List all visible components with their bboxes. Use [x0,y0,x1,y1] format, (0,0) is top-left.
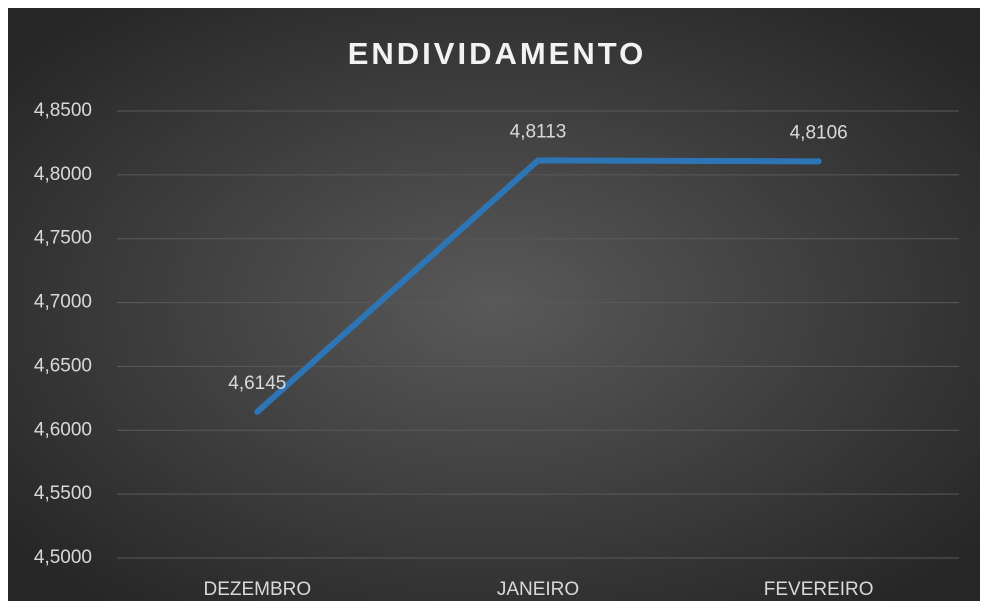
data-label: 4,8106 [790,122,848,143]
y-tick-label: 4,5500 [34,483,92,504]
y-tick-label: 4,7000 [34,292,92,313]
data-label: 4,8113 [510,121,567,142]
y-tick-label: 4,6500 [34,355,92,376]
line-series [254,157,822,415]
y-tick-label: 4,8500 [34,100,92,121]
x-tick-label: JANEIRO [497,579,579,600]
y-tick-label: 4,7500 [34,228,92,249]
y-tick-label: 4,8000 [34,164,92,185]
data-label: 4,6145 [228,373,286,394]
x-tick-label: DEZEMBRO [203,579,311,600]
y-tick-label: 4,5000 [34,547,92,568]
y-tick-label: 4,6000 [34,419,92,440]
chart-background [8,8,980,601]
x-tick-label: FEVEREIRO [764,579,874,600]
chart-title: ENDIVIDAMENTO [348,36,647,71]
